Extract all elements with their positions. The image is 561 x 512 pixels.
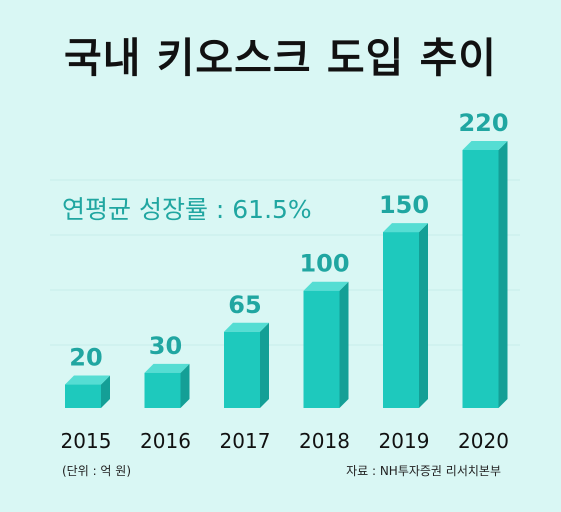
value-label-2018: 100 bbox=[299, 250, 349, 278]
bar-side bbox=[180, 363, 190, 408]
tick-label-2017: 2017 bbox=[220, 429, 271, 453]
bar-top bbox=[303, 281, 349, 291]
tick-label-2016: 2016 bbox=[140, 429, 191, 453]
bar-2015 bbox=[65, 375, 110, 408]
bar-2020 bbox=[462, 141, 508, 408]
bar-front bbox=[303, 290, 340, 408]
bar-top bbox=[224, 322, 269, 332]
x-axis-ticks: 2015 2016 2017 2018 2019 2020 bbox=[61, 429, 509, 453]
bar-front bbox=[144, 372, 181, 408]
bar-top bbox=[144, 363, 190, 373]
value-labels: 20 30 65 100 150 220 bbox=[69, 109, 508, 372]
bar-2016 bbox=[144, 363, 190, 408]
value-label-2016: 30 bbox=[149, 332, 182, 360]
bar-top bbox=[383, 223, 428, 233]
tick-label-2018: 2018 bbox=[299, 429, 350, 453]
bar-side bbox=[498, 141, 508, 408]
bar-2017 bbox=[224, 322, 269, 408]
unit-note: (단위 : 억 원) bbox=[62, 464, 132, 478]
bar-side bbox=[339, 281, 349, 408]
value-label-2017: 65 bbox=[228, 291, 261, 319]
source-note: 자료 : NH투자증권 리서치본부 bbox=[346, 464, 501, 478]
bar-front bbox=[462, 150, 499, 408]
bar-top bbox=[65, 375, 110, 385]
chart-title: 국내 키오스크 도입 추이 bbox=[63, 34, 498, 82]
bar-front bbox=[65, 384, 101, 408]
tick-label-2020: 2020 bbox=[458, 429, 509, 453]
bar-2018 bbox=[303, 281, 349, 408]
value-label-2015: 20 bbox=[69, 344, 102, 372]
bar-front bbox=[383, 232, 419, 408]
gridlines bbox=[50, 179, 520, 346]
bars bbox=[65, 141, 508, 408]
value-label-2019: 150 bbox=[379, 191, 429, 219]
bar-top bbox=[462, 141, 508, 150]
value-label-2020: 220 bbox=[458, 109, 508, 137]
bar-2019 bbox=[383, 223, 428, 408]
growth-rate-annotation: 연평균 성장률 : 61.5% bbox=[62, 195, 312, 224]
bar-side bbox=[419, 223, 428, 408]
bar-side bbox=[260, 322, 269, 408]
bar-side bbox=[101, 375, 110, 408]
tick-label-2019: 2019 bbox=[379, 429, 430, 453]
tick-label-2015: 2015 bbox=[61, 429, 112, 453]
bar-front bbox=[224, 331, 260, 408]
